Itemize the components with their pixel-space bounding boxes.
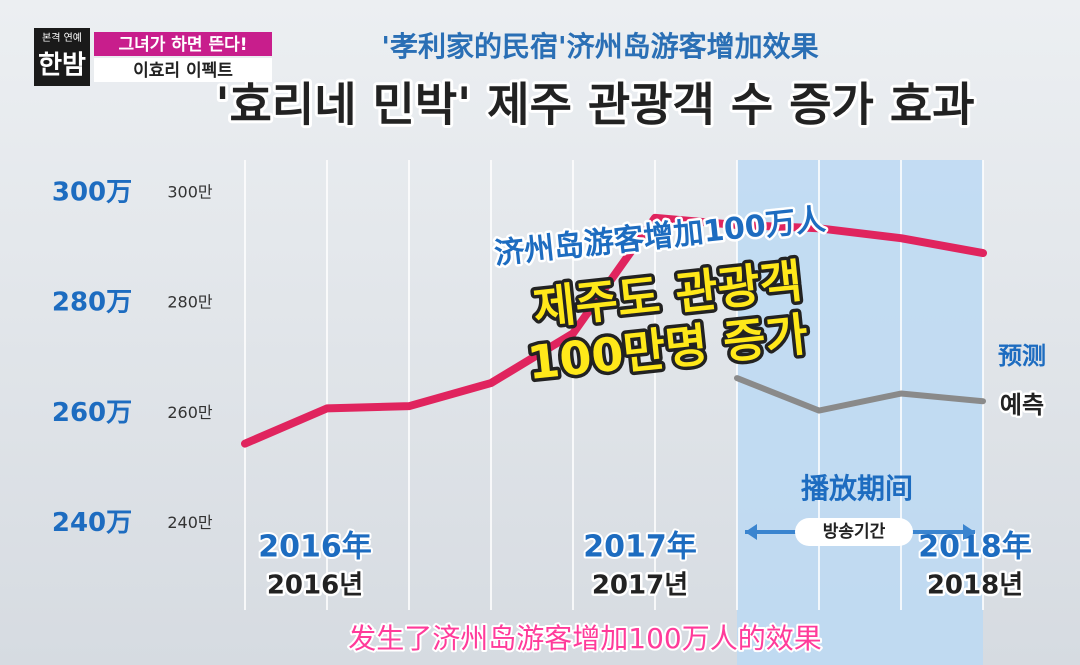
period-label-ko: 방송기간 <box>823 522 886 542</box>
logo-box <box>34 28 90 86</box>
series-line <box>241 213 987 448</box>
y-tick-label: 280万 <box>52 288 132 318</box>
banner: 이효리 이펙트 <box>133 61 233 81</box>
caption: 发生了济州岛游客增加100万人的效果 <box>348 622 821 655</box>
banner-box <box>94 32 272 56</box>
banner: 그녀가 하면 뜬다! <box>118 35 247 55</box>
period-box <box>795 518 913 546</box>
x-label: 2018年 <box>918 530 1032 565</box>
x-label: 2018년 <box>927 571 1023 601</box>
x-label: 2016年 <box>258 530 372 565</box>
x-label: 2017年 <box>583 530 697 565</box>
y-tick-label: 240万 <box>52 508 132 538</box>
chart-title: '효리네 민박' 제주 관광객 수 증가 효과 <box>215 78 974 132</box>
series-label: 예측 <box>1000 391 1044 419</box>
logo-top: 본격 연예 <box>42 31 82 44</box>
series-line <box>734 375 986 414</box>
y-tick-label: 260만 <box>167 403 213 422</box>
y-tick-label: 260万 <box>52 398 132 428</box>
plot: 300万 280万 260万 240万 300만 280만 260만 240만 2016年 201… <box>52 178 1046 603</box>
y-tick-label: 240만 <box>167 513 213 532</box>
y-tick-label: 300万 <box>52 178 132 208</box>
banner-box <box>94 58 272 82</box>
logo: 한밤 <box>38 51 86 81</box>
series-label: 预测 <box>998 342 1046 370</box>
y-tick-label: 280만 <box>167 293 213 312</box>
x-label: 2017년 <box>592 571 688 601</box>
y-tick-label: 300만 <box>167 183 213 202</box>
chart-subtitle: '孝利家的民宿'济州岛游客增加效果 <box>381 30 818 63</box>
period-label: 播放期间 <box>801 472 913 505</box>
x-label: 2016년 <box>267 571 363 601</box>
